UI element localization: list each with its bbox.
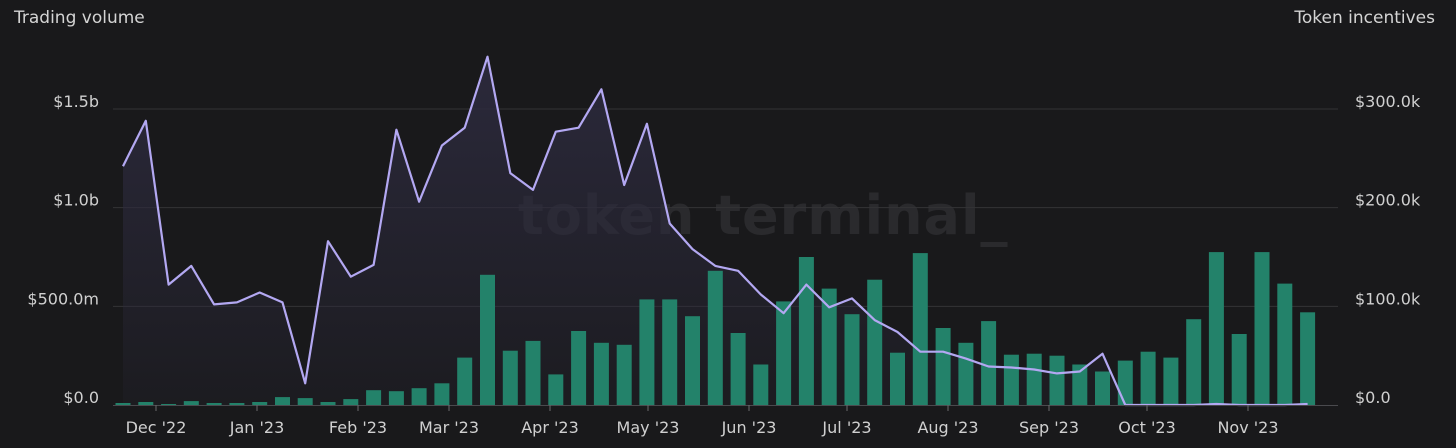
- incentive-bar: [1003, 354, 1019, 405]
- incentive-bar: [1163, 357, 1179, 405]
- incentive-bar: [1300, 312, 1316, 405]
- incentive-bar: [366, 390, 382, 405]
- incentive-bar: [798, 257, 814, 405]
- x-tick-label: Jan '23: [229, 418, 285, 437]
- incentive-bar: [593, 342, 609, 405]
- left-tick-label: $1.0b: [53, 191, 99, 210]
- incentive-bar: [480, 274, 495, 405]
- incentive-bar: [434, 383, 450, 405]
- left-tick-label: $500.0m: [27, 289, 99, 308]
- x-tick-label: Oct '23: [1118, 418, 1176, 437]
- incentive-bar: [981, 321, 997, 405]
- incentive-bar: [776, 301, 792, 405]
- x-tick-label: Dec '22: [126, 418, 187, 437]
- incentive-bar: [730, 333, 746, 405]
- incentive-bar: [616, 344, 632, 405]
- right-axis-title: Token incentives: [1294, 8, 1435, 28]
- incentive-bar: [571, 331, 587, 405]
- incentive-bar: [502, 350, 518, 405]
- incentive-bar: [1117, 360, 1133, 405]
- incentive-bar: [1208, 252, 1224, 405]
- incentive-bar: [821, 288, 837, 405]
- incentive-bar: [1277, 283, 1293, 405]
- incentive-bar: [297, 398, 313, 405]
- right-tick-label: $0.0: [1355, 388, 1391, 407]
- incentive-bar: [229, 403, 245, 405]
- x-tick-label: Nov '23: [1217, 418, 1278, 437]
- incentive-bar: [890, 352, 905, 405]
- x-tick-label: Mar '23: [419, 418, 479, 437]
- incentive-bar: [844, 314, 860, 405]
- incentive-bar: [161, 404, 177, 405]
- incentive-bar: [662, 299, 678, 405]
- incentive-bar: [1049, 355, 1065, 405]
- incentive-bar: [320, 402, 336, 405]
- incentive-bar: [115, 403, 131, 405]
- right-tick-label: $300.0k: [1355, 92, 1421, 111]
- x-tick-label: Aug '23: [917, 418, 978, 437]
- volume-area: [123, 56, 1308, 405]
- incentive-bar: [1095, 371, 1110, 405]
- incentive-bar: [1186, 319, 1202, 405]
- incentive-bar: [753, 364, 769, 405]
- right-tick-label: $200.0k: [1355, 191, 1421, 210]
- incentive-bar: [1140, 351, 1156, 405]
- incentive-bar: [1231, 334, 1247, 405]
- incentive-bar: [935, 328, 951, 405]
- incentive-bar: [388, 391, 404, 405]
- x-tick-label: Jun '23: [721, 418, 777, 437]
- incentive-bar: [548, 374, 564, 405]
- x-tick-label: Apr '23: [521, 418, 579, 437]
- incentive-bar: [1254, 252, 1270, 405]
- incentive-bar: [525, 340, 541, 405]
- incentive-bar: [912, 253, 928, 405]
- incentive-bar: [707, 270, 723, 405]
- incentive-bar: [457, 357, 473, 405]
- incentive-bar: [1026, 353, 1042, 405]
- incentive-bar: [411, 388, 427, 405]
- incentive-bar: [206, 403, 222, 405]
- incentive-bar: [252, 402, 268, 405]
- x-tick-label: Feb '23: [329, 418, 387, 437]
- left-tick-label: $1.5b: [53, 92, 99, 111]
- left-axis-title: Trading volume: [14, 8, 145, 28]
- incentive-bar: [138, 402, 154, 405]
- incentive-bar: [343, 399, 359, 405]
- right-tick-label: $100.0k: [1355, 289, 1421, 308]
- x-tick-label: Jul '23: [821, 418, 871, 437]
- incentive-bar: [685, 316, 700, 405]
- left-tick-label: $0.0: [63, 388, 99, 407]
- incentive-bar: [639, 299, 655, 405]
- x-tick-label: May '23: [617, 418, 680, 437]
- incentive-bar: [275, 397, 290, 405]
- incentive-bar: [183, 401, 199, 405]
- incentive-bar: [1072, 364, 1088, 405]
- volume-line: [122, 55, 1308, 407]
- incentive-bar: [867, 279, 883, 405]
- incentive-bar: [958, 342, 974, 405]
- x-tick-label: Sep '23: [1019, 418, 1079, 437]
